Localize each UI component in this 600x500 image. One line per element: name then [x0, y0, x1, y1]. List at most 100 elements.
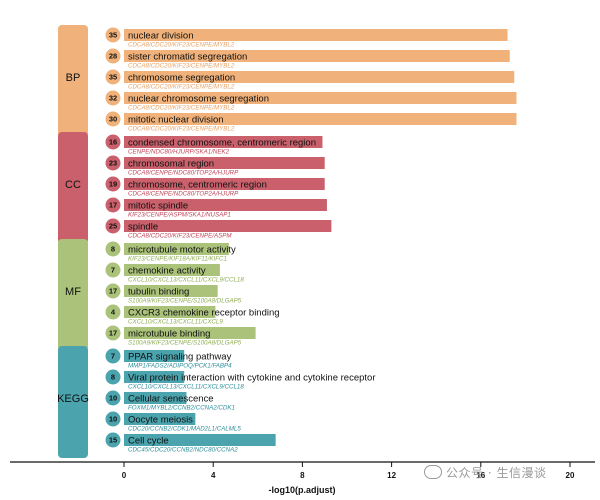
count-circle: [105, 48, 121, 64]
term-label: nuclear division: [128, 31, 193, 42]
count-circle: [105, 283, 121, 299]
count-circle: [105, 134, 121, 150]
watermark: 公众号 · 生信漫谈: [424, 464, 546, 481]
x-tick-label: 12: [387, 471, 396, 480]
category-label-mf: MF: [65, 286, 81, 298]
count-label: 32: [109, 94, 117, 103]
count-label: 7: [111, 352, 115, 361]
x-axis-title: -log10(p.adjust): [269, 485, 336, 495]
count-label: 16: [109, 138, 117, 147]
gene-list: CXCL10/CXCL13/CXCL11/CXCL9: [128, 319, 223, 326]
count-circle: [105, 325, 121, 341]
gene-list: CENPE/NDC80/HJURP/SKA1/NEK2: [128, 149, 230, 156]
gene-list: CXCL10/CXCL13/CXCL11/CXCL9/CCL18: [128, 277, 244, 284]
bar: [124, 92, 517, 104]
count-circle: [105, 241, 121, 257]
bar: [124, 220, 332, 232]
x-tick-label: 0: [122, 471, 127, 480]
bar: [124, 371, 185, 383]
gene-list: S100A9/KIF23/CENPE/S100A8/DLGAP5: [128, 298, 242, 305]
bar: [124, 157, 325, 169]
count-label: 19: [109, 180, 117, 189]
category-block-kegg: [58, 346, 88, 458]
gene-list: CDCA8/CDC20/KIF23/CENPE/ASPM: [128, 233, 232, 240]
x-tick-label: 8: [300, 471, 305, 480]
gene-list: KIF23/CENPE/ASPM/SKA1/NUSAP1: [128, 212, 231, 219]
count-circle: [105, 69, 121, 85]
count-label: 17: [109, 329, 117, 338]
watermark-text: 公众号 · 生信漫谈: [446, 466, 547, 480]
count-circle: [105, 411, 121, 427]
term-label: condensed chromosome, centromeric region: [128, 138, 316, 149]
category-label-bp: BP: [66, 72, 81, 84]
gene-list: MMP1/FADS2/ADIPOQ/PCK1/FABP4: [128, 363, 232, 370]
x-tick-label: 4: [211, 471, 216, 480]
gene-list: FOXM1/MYBL2/CCNB2/CCNA2/CDK1: [128, 405, 235, 412]
term-label: microtubule motor activity: [128, 245, 236, 256]
gene-list: CDCA8/CDC20/KIF23/CENPE/MYBL2: [128, 63, 235, 70]
term-label: tubulin binding: [128, 287, 189, 298]
x-tick-label: 20: [566, 471, 575, 480]
count-label: 25: [109, 222, 117, 231]
count-label: 7: [111, 266, 115, 275]
term-label: CXCR3 chemokine receptor binding: [128, 308, 280, 319]
count-circle: [105, 111, 121, 127]
gene-list: CDCA8/CDC20/KIF23/CENPE/MYBL2: [128, 105, 235, 112]
gene-list: CXCL10/CXCL13/CXCL11/CXCL9/CCL18: [128, 384, 244, 391]
gene-list: CDC20/CCNB2/CDK1/MAD2L1/CALML5: [128, 426, 241, 433]
bar: [124, 413, 196, 425]
bar: [124, 327, 256, 339]
term-label: chromosome segregation: [128, 73, 235, 84]
term-label: sister chromatid segregation: [128, 52, 247, 63]
bar: [124, 285, 218, 297]
count-circle: [105, 155, 121, 171]
term-label: Cell cycle: [128, 436, 169, 447]
term-label: chemokine activity: [128, 266, 206, 277]
term-label: PPAR signaling pathway: [128, 352, 232, 363]
gene-list: KIF23/CENPE/KIF18A/KIF11/KIFC1: [128, 256, 227, 263]
count-label: 4: [111, 308, 116, 317]
category-label-cc: CC: [65, 179, 81, 191]
bar: [124, 434, 276, 446]
count-circle: [105, 218, 121, 234]
bar: [124, 113, 517, 125]
count-circle: [105, 304, 121, 320]
count-label: 17: [109, 201, 117, 210]
category-block-bp: [58, 25, 88, 137]
count-circle: [105, 432, 121, 448]
gene-list: CDCA8/CENPE/NDC80/TOP2A/HJURP: [128, 191, 239, 198]
count-circle: [105, 27, 121, 43]
category-label-kegg: KEGG: [57, 393, 89, 405]
gene-list: CDCA8/CENPE/NDC80/TOP2A/HJURP: [128, 170, 239, 177]
bar: [124, 71, 515, 83]
term-label: microtubule binding: [128, 329, 210, 340]
count-circle: [105, 369, 121, 385]
bar: [124, 178, 325, 190]
count-label: 35: [109, 73, 117, 82]
bar: [124, 29, 508, 41]
bar: [124, 264, 220, 276]
term-label: mitotic spindle: [128, 201, 188, 212]
bar: [124, 199, 327, 211]
count-circle: [105, 348, 121, 364]
count-label: 10: [109, 394, 117, 403]
count-circle: [105, 390, 121, 406]
gene-list: CDC45/CDC20/CCNB2/NDC80/CCNA2: [128, 447, 238, 454]
bar: [124, 50, 510, 62]
term-label: chromosome, centromeric region: [128, 180, 267, 191]
count-label: 35: [109, 31, 117, 40]
count-circle: [105, 197, 121, 213]
bar: [124, 306, 216, 318]
category-block-cc: [58, 132, 88, 244]
term-label: chromosomal region: [128, 159, 214, 170]
category-block-mf: [58, 239, 88, 351]
term-label: Cellular senescence: [128, 394, 214, 405]
term-label: Oocyte meiosis: [128, 415, 193, 426]
count-label: 10: [109, 415, 117, 424]
term-label: nuclear chromosome segregation: [128, 94, 269, 105]
count-circle: [105, 176, 121, 192]
bar: [124, 350, 185, 362]
count-label: 15: [109, 436, 117, 445]
gene-list: CDCA8/CDC20/KIF23/CENPE/MYBL2: [128, 84, 235, 91]
count-label: 8: [111, 245, 115, 254]
